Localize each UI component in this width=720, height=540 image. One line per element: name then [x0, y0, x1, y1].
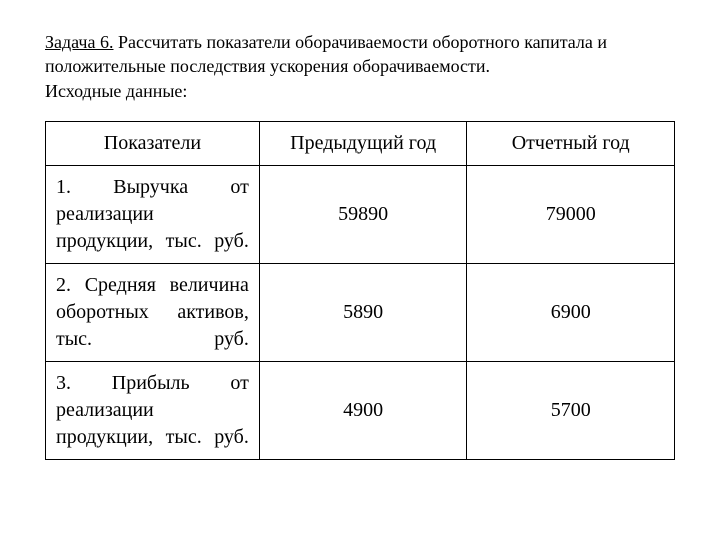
col-header-report-year: Отчетный год — [467, 121, 675, 165]
prev-year-cell: 59890 — [259, 165, 467, 263]
table-row: 1. Выручка от реализации продукции, тыс.… — [46, 165, 675, 263]
col-header-prev-year: Предыдущий год — [259, 121, 467, 165]
report-year-cell: 79000 — [467, 165, 675, 263]
table-row: 2. Средняя величина оборотных активов, т… — [46, 263, 675, 361]
report-year-cell: 6900 — [467, 263, 675, 361]
table-header-row: Показатели Предыдущий год Отчетный год — [46, 121, 675, 165]
data-table: Показатели Предыдущий год Отчетный год 1… — [45, 121, 675, 460]
prev-year-cell: 4900 — [259, 361, 467, 459]
task-subtitle: Исходные данные: — [45, 81, 187, 101]
indicator-cell: 3. Прибыль от реализации продукции, тыс.… — [46, 361, 260, 459]
task-title-prefix: Задача 6. — [45, 32, 113, 52]
task-description: Задача 6. Рассчитать показатели оборачив… — [45, 30, 675, 103]
task-title-rest: Рассчитать показатели оборачиваемости об… — [45, 32, 607, 76]
prev-year-cell: 5890 — [259, 263, 467, 361]
indicator-cell: 1. Выручка от реализации продукции, тыс.… — [46, 165, 260, 263]
col-header-indicators: Показатели — [46, 121, 260, 165]
table-row: 3. Прибыль от реализации продукции, тыс.… — [46, 361, 675, 459]
indicator-cell: 2. Средняя величина оборотных активов, т… — [46, 263, 260, 361]
report-year-cell: 5700 — [467, 361, 675, 459]
